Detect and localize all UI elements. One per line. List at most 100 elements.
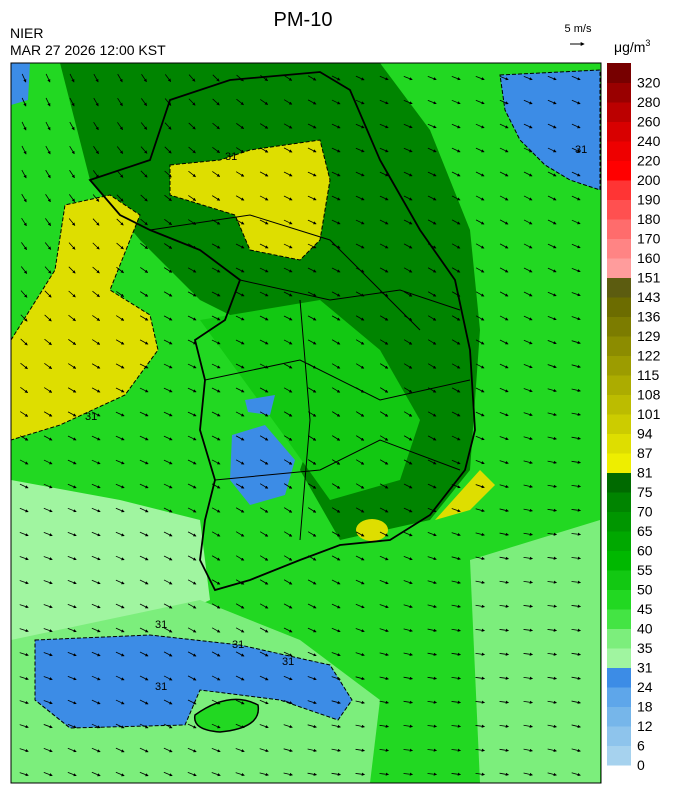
wind-arrow [91,459,101,465]
wind-arrow [21,145,27,155]
contour-label: 31 [155,681,167,693]
wind-arrow [499,508,509,512]
colorbar-label: 45 [637,601,653,617]
wind-arrow [283,724,293,729]
wind-arrow [523,363,533,369]
wind-arrow [283,339,293,345]
wind-arrow [331,171,341,177]
wind-arrow [21,121,27,131]
wind-arrow [331,411,341,417]
wind-arrow [259,147,269,153]
wind-arrow [43,700,53,705]
wind-arrow [235,387,245,393]
wind-arrow [451,171,461,177]
wind-arrow [475,676,485,680]
colorbar-segment [607,355,631,376]
wind-arrow [283,459,293,465]
wind-arrow [427,435,437,441]
wind-arrow [427,604,437,608]
province-border [149,214,471,541]
wind-arrow [307,171,317,177]
wind-arrow [115,627,125,633]
wind-arrow [236,74,244,82]
wind-arrow [475,339,485,345]
wind-arrow [139,507,149,513]
wind-arrow [19,700,29,705]
wind-arrow [44,363,53,369]
wind-arrow [403,195,413,201]
wind-arrow [211,315,221,321]
wind-arrow [379,387,389,393]
wind-arrow [211,339,221,345]
wind-arrow [67,435,77,441]
colorbar-label: 6 [637,738,645,754]
wind-arrow [307,387,317,393]
wind-arrow [139,723,149,729]
wind-arrow [187,435,197,441]
wind-arrow [19,435,29,441]
region-87 [435,470,495,520]
wind-arrow [331,339,341,345]
wind-arrow [379,99,389,105]
wind-arrow [91,651,101,657]
wind-arrow [451,724,461,728]
wind-arrow [283,291,293,297]
colorbar-segment [607,726,631,746]
wind-arrow [475,267,485,273]
wind-arrow [115,507,125,513]
wind-arrow [547,724,557,728]
wind-arrow [235,291,245,297]
wind-arrow [307,411,317,417]
wind-arrow [379,579,389,585]
wind-arrow [307,651,317,657]
wind-arrow [117,73,123,83]
wind-arrow [283,772,293,776]
colorbar-segment [607,453,631,473]
wind-arrow [67,699,77,705]
wind-arrow [403,483,413,489]
wind-arrow [91,411,101,417]
wind-arrow [20,266,28,274]
colorbar-segment [607,336,631,356]
wind-arrow [331,99,341,105]
wind-arrow [475,387,485,393]
wind-arrow [67,459,77,465]
wind-arrow [547,604,557,608]
wind-arrow [547,748,557,752]
wind-arrow [21,193,27,203]
wind-arrow [44,266,52,274]
wind-arrow [307,555,317,561]
wind-arrow [235,435,245,441]
wind-arrow [403,315,413,321]
wind-arrow [475,99,485,105]
wind-arrow [499,604,509,608]
wind-arrow [307,772,317,776]
wind-arrow [571,724,581,728]
wind-arrow [44,242,52,250]
wind-arrow [211,627,221,633]
wind-arrow [307,676,317,681]
colorbar-segment [607,609,631,629]
wind-arrow [283,267,293,273]
wind-arrow [115,435,125,441]
wind-arrow [475,243,485,249]
wind-arrow [355,315,365,321]
wind-arrow [451,243,461,249]
wind-arrow [571,532,582,536]
wind-arrow [523,412,533,417]
contour-label: 31 [85,411,97,423]
wind-arrow [547,340,557,345]
wind-arrow [523,99,533,105]
wind-arrow [91,723,101,729]
colorbar-segment [607,667,631,688]
wind-arrow [235,579,245,585]
wind-arrow [427,772,438,776]
colorbar-segment [607,511,631,532]
wind-arrow [283,748,293,753]
wind-arrow [283,700,293,705]
wind-arrow [163,603,173,609]
wind-arrow [19,483,29,489]
wind-arrow [91,627,101,633]
wind-arrow [259,748,269,753]
wind-arrow [307,219,317,225]
